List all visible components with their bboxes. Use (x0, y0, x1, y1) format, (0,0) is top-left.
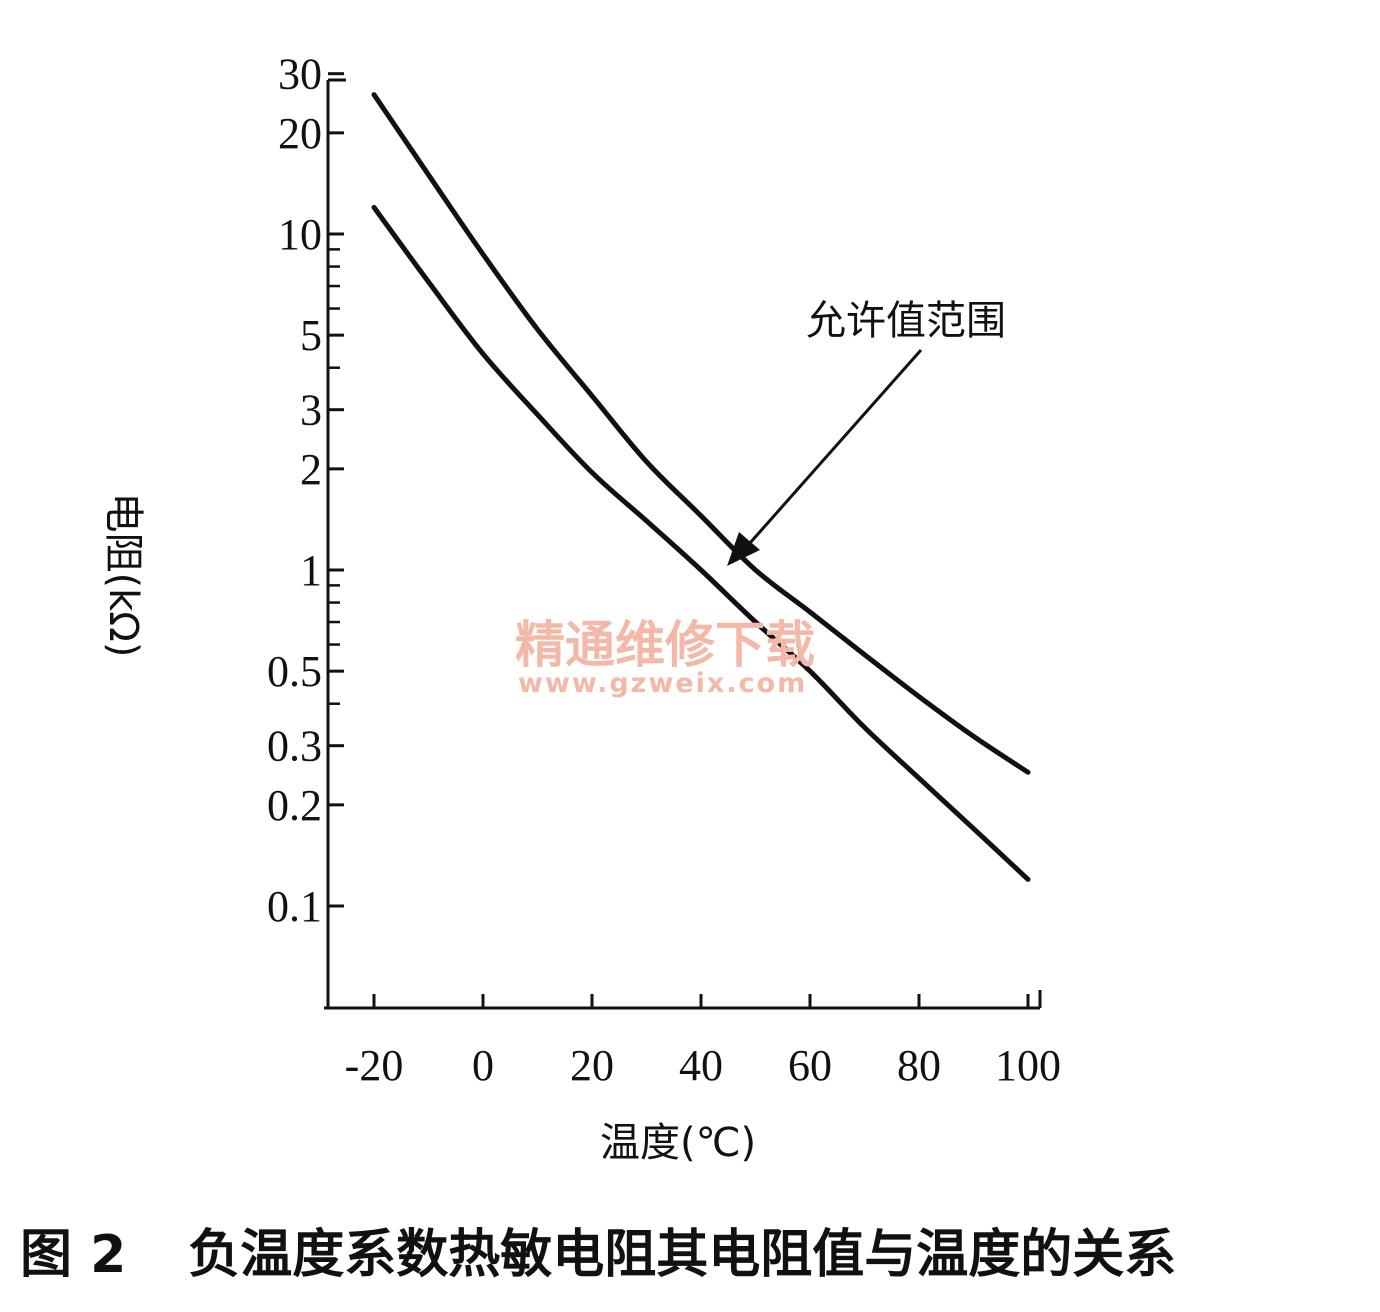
series-line (371, 92, 1031, 775)
y-tick-label: 3 (300, 386, 322, 435)
x-axis-title: 温度(℃) (600, 1120, 756, 1166)
x-tick-label: 100 (995, 1041, 1061, 1090)
y-axis-title: 电阻(kΩ) (100, 493, 146, 658)
y-tick-label: 0.3 (267, 722, 322, 771)
y-tick-label: 2 (300, 445, 322, 494)
caption-text: 负温度系数热敏电阻其电阻值与温度的关系 (188, 1225, 1177, 1285)
x-tick-label: -20 (345, 1041, 404, 1090)
watermark-url: www.gzweix.com (518, 668, 807, 699)
series-group (371, 92, 1031, 882)
annotation-arrow-head (727, 532, 760, 566)
x-tick-label: 60 (788, 1041, 832, 1090)
y-tick-label: 5 (300, 311, 322, 360)
x-axis-ticks: -20 0 20 40 60 80 100 (345, 994, 1061, 1090)
y-tick-label: 1 (300, 546, 322, 595)
y-tick-label: 0.1 (267, 882, 322, 931)
figure-caption: 图 2 负温度系数热敏电阻其电阻值与温度的关系 (20, 1212, 1370, 1287)
x-tick-label: 40 (679, 1041, 723, 1090)
x-tick-label: 0 (472, 1041, 494, 1090)
y-tick-label: 10 (278, 210, 322, 259)
y-tick-label: 0.5 (267, 647, 322, 696)
y-tick-label: 30 (278, 50, 322, 99)
y-tick-label: 0.2 (267, 781, 322, 830)
annotation: 允许值范围 (727, 298, 1006, 566)
axes (324, 78, 1042, 1010)
watermark: 精通维修下载 www.gzweix.com (515, 616, 815, 699)
annotation-label: 允许值范围 (806, 298, 1006, 344)
series-line (371, 204, 1031, 882)
watermark-text: 精通维修下载 (515, 616, 815, 674)
annotation-arrow-shaft (740, 349, 923, 553)
x-tick-label: 20 (570, 1041, 614, 1090)
y-tick-label: 20 (278, 109, 322, 158)
caption-label: 图 2 (20, 1225, 127, 1285)
y-axis-ticks: 0.1 0.2 0.3 0.5 1 2 3 5 10 20 30 (267, 50, 344, 931)
x-tick-label: 80 (897, 1041, 941, 1090)
